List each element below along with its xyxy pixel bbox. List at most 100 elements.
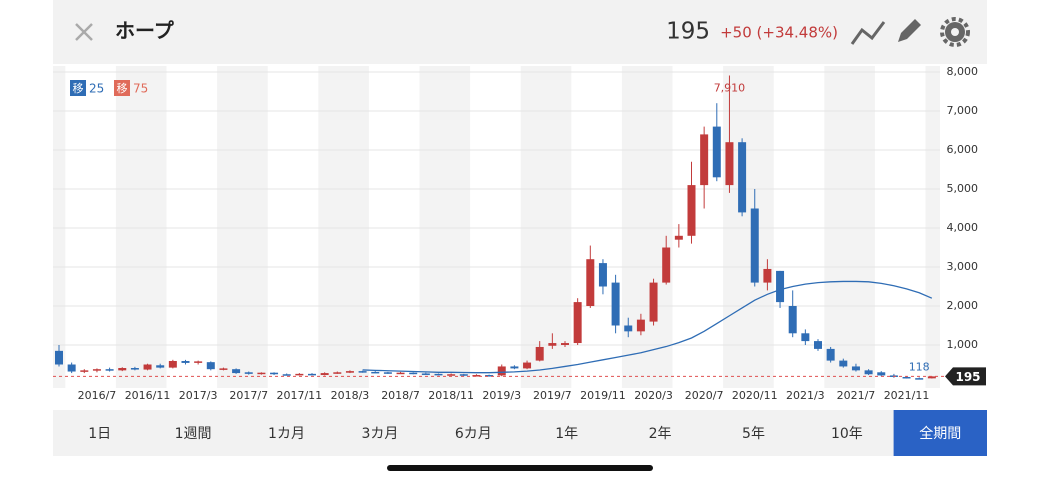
price: 195 [666,19,710,45]
band [520,66,572,388]
candle-body [295,373,304,376]
price-change: +50 (+34.48%) [720,24,838,42]
range-button[interactable]: 2年 [649,426,672,442]
range-bar [53,410,987,456]
band [824,66,875,388]
candle-body [485,375,494,377]
y-tick-label: 1,000 [947,338,979,351]
candle-body [573,302,582,344]
candle-body [308,373,316,376]
candle-body [915,378,924,380]
candle-body [548,343,557,346]
candle-body [333,372,342,374]
x-tick-label: 2020/7 [685,389,724,402]
candle-body [776,270,785,303]
home-indicator [387,465,653,471]
candle-body [510,366,519,369]
candle-body [118,368,127,371]
close-button[interactable] [75,23,93,41]
range-button[interactable]: 1日 [88,426,111,442]
x-tick-label: 2016/7 [78,389,117,402]
candle-body [447,374,456,376]
x-tick-label: 2018/3 [331,389,370,402]
candle-body [371,371,380,374]
candle-body [383,372,392,374]
candle-body [738,142,747,213]
low-label: 118 [909,360,930,373]
range-button[interactable]: 3カ月 [361,426,398,442]
plot: 1,000 2,000 3,000 4,000 5,000 6,000 7,000 8,000… [53,65,986,402]
band [419,66,471,388]
range-button[interactable]: 10年 [831,426,863,442]
band [925,66,940,388]
header-bg [53,0,987,64]
stock-name: ホープ [115,19,175,43]
candle-body [851,366,860,371]
candle-body [232,369,241,374]
range-active-bg [893,410,987,456]
x-tick-label: 2016/11 [125,389,171,402]
candle-body [143,364,152,370]
price-tag [945,367,986,386]
band [621,66,673,388]
x-tick-label: 2020/3 [634,389,673,402]
candle-body [194,361,203,363]
candle-body [864,370,873,375]
candle-body [409,372,418,375]
moving-average-line [362,280,933,374]
candle-body [523,362,532,369]
high-label: 7,910 [714,82,746,95]
range-button[interactable]: 1年 [555,426,578,442]
candle-body [421,373,430,375]
candle-body [801,333,810,342]
candle-body [700,134,709,186]
candle-body [826,348,835,361]
candle-body [725,142,734,186]
range-button[interactable]: 6カ月 [455,426,492,442]
y-tick-label: 3,000 [947,260,979,273]
band [318,66,369,388]
x-tick-label: 2017/7 [229,389,268,402]
legend-period: 25 [89,82,104,96]
x-tick-label: 2017/3 [179,389,218,402]
range-button[interactable]: 5年 [742,426,765,442]
draw-icon[interactable] [898,19,921,42]
x-tick-label: 2019/3 [482,389,521,402]
candle-body [624,325,633,332]
candle-body [345,371,354,373]
candle-body [611,282,620,326]
x-tick-label: 2021/3 [786,389,825,402]
candle-body [67,364,76,372]
candle-body [687,185,696,236]
candle-body [674,235,683,240]
candle-body [244,372,253,374]
range-button[interactable]: 1週間 [175,426,212,442]
x-tick-label: 2019/7 [533,389,572,402]
candle-body [902,376,911,379]
y-tick-label: 2,000 [947,299,979,312]
candle-body [662,247,671,283]
candle-body [55,350,63,365]
legend-period: 75 [133,82,148,96]
range-button[interactable]: 全期間 [919,425,961,442]
candle-body [535,346,544,361]
settings-icon[interactable] [940,17,970,47]
range-button[interactable]: 1カ月 [268,426,305,442]
chart-type-icon[interactable] [850,21,886,45]
candle-body [472,375,481,377]
candle-body [750,208,759,283]
candle-body [80,370,89,372]
price-tag-text: 195 [955,370,980,384]
candle-body [561,343,569,345]
candle-body [434,373,443,376]
candle-body [712,126,721,178]
y-tick-label: 4,000 [947,221,979,234]
candle-body [181,360,190,363]
y-tick-label: 5,000 [947,182,979,195]
y-tick-label: 6,000 [947,143,979,156]
x-tick-label: 2018/7 [381,389,420,402]
x-tick-label: 2019/11 [580,389,626,402]
candle-body [282,374,291,376]
